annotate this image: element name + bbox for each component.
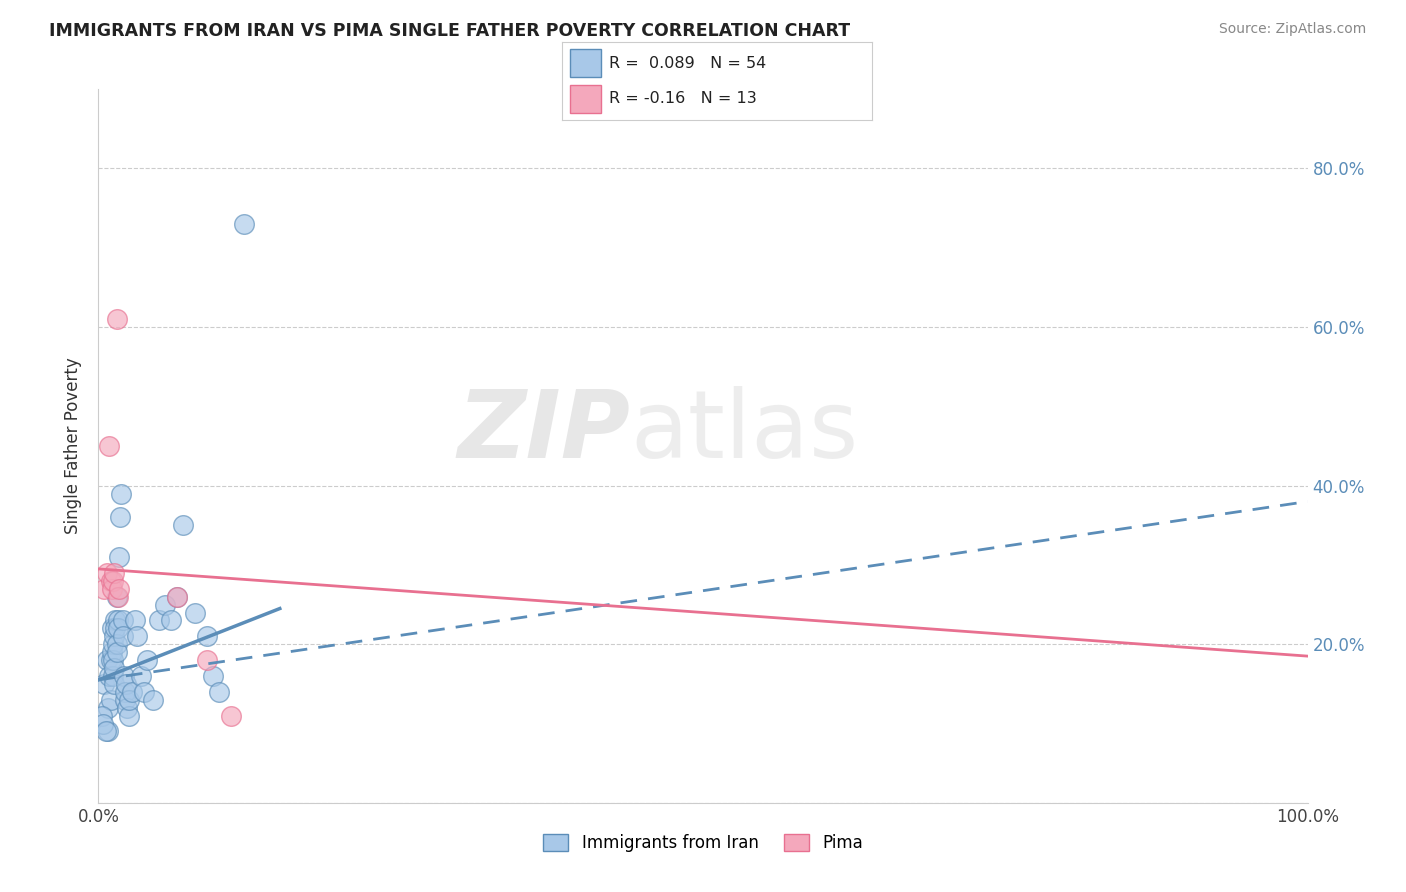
Point: [108, 582, 131, 596]
Point: [100, 645, 122, 659]
Text: Source: ZipAtlas.com: Source: ZipAtlas.com: [1219, 22, 1367, 37]
Point: [101, 653, 124, 667]
Point: [166, 590, 188, 604]
Point: [142, 692, 165, 706]
Point: [134, 685, 156, 699]
Point: [101, 669, 124, 683]
Point: [111, 614, 134, 628]
Point: [104, 621, 127, 635]
Point: [202, 669, 225, 683]
Point: [103, 661, 125, 675]
Point: [93, 582, 115, 596]
Point: [105, 637, 128, 651]
Point: [118, 708, 141, 723]
Point: [135, 653, 157, 667]
Point: [100, 653, 122, 667]
Point: [108, 549, 131, 564]
Point: [127, 629, 149, 643]
Text: atlas: atlas: [630, 385, 859, 478]
Point: [103, 629, 125, 643]
Point: [105, 312, 128, 326]
Point: [166, 590, 188, 604]
Point: [129, 669, 152, 683]
Bar: [571, 49, 602, 78]
Point: [160, 614, 183, 628]
Point: [101, 574, 124, 588]
Text: IMMIGRANTS FROM IRAN VS PIMA SINGLE FATHER POVERTY CORRELATION CHART: IMMIGRANTS FROM IRAN VS PIMA SINGLE FATH…: [49, 22, 851, 40]
Point: [114, 685, 136, 699]
Point: [208, 685, 231, 699]
Text: ZIP: ZIP: [457, 385, 630, 478]
Point: [172, 518, 194, 533]
Point: [184, 606, 207, 620]
Point: [98, 439, 121, 453]
Point: [221, 708, 243, 723]
Point: [91, 708, 114, 723]
Bar: [571, 85, 602, 113]
Point: [105, 645, 128, 659]
Point: [97, 700, 120, 714]
Point: [195, 653, 218, 667]
Point: [100, 692, 122, 706]
Point: [115, 677, 138, 691]
Point: [232, 217, 254, 231]
Point: [96, 653, 118, 667]
Point: [195, 629, 218, 643]
Point: [118, 692, 141, 706]
Point: [114, 692, 136, 706]
Point: [100, 574, 122, 588]
Y-axis label: Single Father Poverty: Single Father Poverty: [65, 358, 83, 534]
Point: [148, 614, 170, 628]
Point: [108, 510, 131, 524]
Point: [100, 582, 122, 596]
Point: [93, 677, 115, 691]
Point: [96, 566, 118, 580]
Text: R = -0.16   N = 13: R = -0.16 N = 13: [609, 91, 756, 106]
Legend: Immigrants from Iran, Pima: Immigrants from Iran, Pima: [537, 827, 869, 859]
Point: [98, 669, 121, 683]
Point: [153, 598, 176, 612]
Point: [124, 614, 146, 628]
Point: [100, 621, 122, 635]
Point: [121, 685, 143, 699]
Point: [107, 614, 129, 628]
Point: [103, 677, 125, 691]
Point: [110, 486, 132, 500]
Point: [111, 629, 134, 643]
Point: [105, 590, 128, 604]
Point: [117, 700, 139, 714]
Point: [97, 724, 120, 739]
Point: [112, 669, 135, 683]
Point: [103, 566, 125, 580]
Point: [107, 590, 129, 604]
Point: [107, 621, 129, 635]
Point: [101, 637, 124, 651]
Point: [91, 716, 114, 731]
Point: [94, 724, 117, 739]
Text: R =  0.089   N = 54: R = 0.089 N = 54: [609, 55, 766, 70]
Point: [104, 614, 127, 628]
